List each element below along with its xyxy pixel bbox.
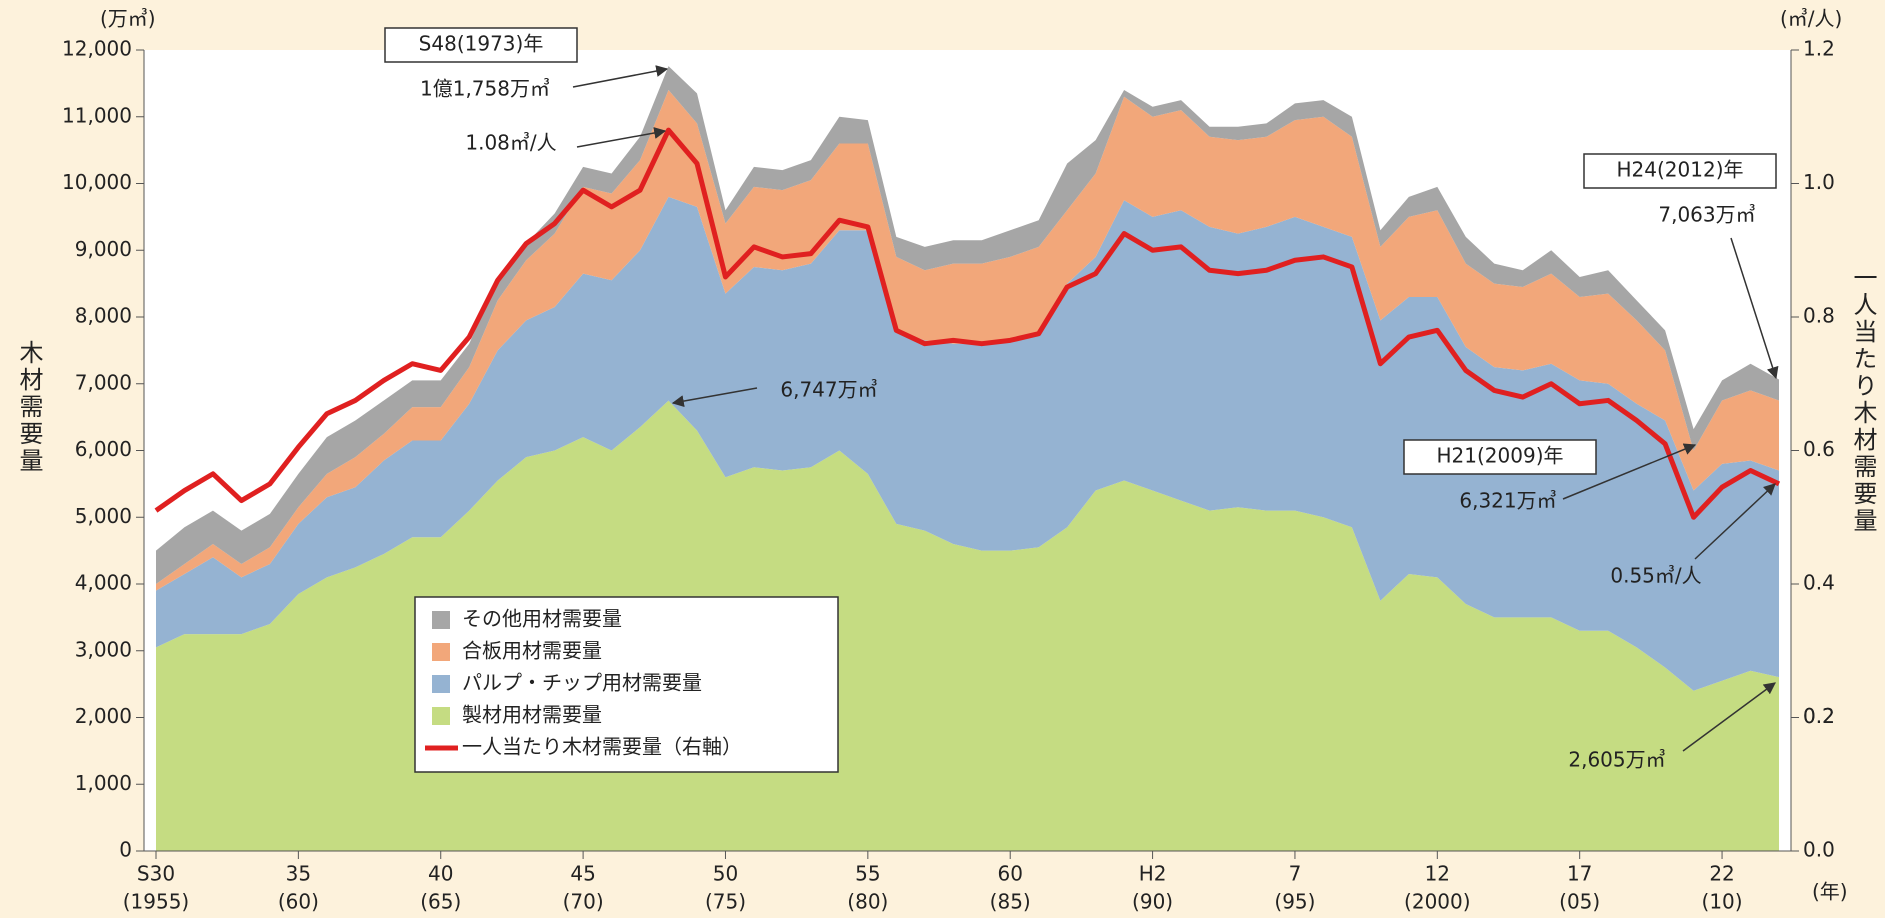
y-axis-title: 木材需要量 (15, 340, 43, 475)
annotation: H24(2012)年 (1617, 158, 1744, 182)
annotation-box (384, 27, 578, 63)
y-tick-label: 2,000 (75, 704, 132, 728)
x-tick-year: (10) (1702, 890, 1743, 914)
y-tick-label: 4,000 (75, 571, 132, 595)
x-tick-year: (95) (1274, 890, 1315, 914)
x-tick-label: 12 (1425, 862, 1450, 886)
x-tick-year: (75) (705, 890, 746, 914)
x-tick-label: 22 (1709, 862, 1734, 886)
legend-swatch (432, 611, 450, 629)
annotation-arrow (1682, 682, 1776, 752)
y-tick-label: 6,000 (75, 437, 132, 461)
y2-tick-label: 0.4 (1803, 571, 1835, 595)
x-tick-year: (60) (278, 890, 319, 914)
x-tick-label: 35 (286, 862, 311, 886)
x-tick-year: (90) (1132, 890, 1173, 914)
line (154, 127, 1781, 520)
y2-tick-label: 0.2 (1803, 704, 1835, 728)
annotation: S48(1973)年 (419, 32, 544, 56)
y2-tick-label: 0.0 (1803, 838, 1835, 862)
x-tick-year: (65) (420, 890, 461, 914)
x-tick-label: 45 (570, 862, 595, 886)
x-tick-label: H2 (1139, 862, 1167, 886)
x-unit: (年) (1812, 880, 1848, 904)
legend-swatch (432, 707, 450, 725)
y-tick-label: 5,000 (75, 504, 132, 528)
legend-swatch (432, 675, 450, 693)
annotation: 0.55㎥/人 (1610, 564, 1701, 588)
x-tick-year: (85) (990, 890, 1031, 914)
y2-tick-label: 0.8 (1803, 304, 1835, 328)
annotation-arrow (1694, 483, 1776, 560)
annotation-arrow (1730, 237, 1779, 380)
legend-label: パルプ・チップ用材需要量 (462, 671, 702, 695)
legend-label: 製材用材需要量 (462, 703, 602, 727)
y2-tick-label: 1.0 (1803, 170, 1835, 194)
area (156, 196, 1779, 691)
x-tick-label: 7 (1289, 862, 1302, 886)
y-tick-label: 0 (119, 838, 132, 862)
x-tick-year: (1955) (123, 890, 190, 914)
legend-label: その他用材需要量 (462, 607, 622, 631)
y-tick-label: 12,000 (62, 37, 132, 61)
y-tick-label: 3,000 (75, 637, 132, 661)
x-tick-label: 50 (713, 862, 738, 886)
annotation-box (1403, 439, 1597, 475)
y-tick-label: 7,000 (75, 370, 132, 394)
annotation-arrow (576, 127, 667, 148)
legend-swatch (432, 643, 450, 661)
x-tick-label: 17 (1567, 862, 1592, 886)
x-tick-label: S30 (137, 862, 175, 886)
y-tick-label: 1,000 (75, 771, 132, 795)
y2-unit: (㎥/人) (1780, 7, 1842, 31)
y-tick-label: 10,000 (62, 170, 132, 194)
x-tick-year: (80) (847, 890, 888, 914)
annotation: 2,605万㎥ (1568, 748, 1665, 772)
x-tick-label: 60 (997, 862, 1022, 886)
y-tick-label: 9,000 (75, 237, 132, 261)
area (156, 66, 1779, 584)
y2-tick-label: 0.6 (1803, 437, 1835, 461)
legend-label: 一人当たり木材需要量（右軸） (462, 735, 742, 759)
legend-label: 合板用材需要量 (462, 639, 602, 663)
x-tick-year: (70) (563, 890, 604, 914)
annotation: 7,063万㎥ (1658, 203, 1755, 227)
legend-box (414, 596, 839, 773)
x-tick-label: 55 (855, 862, 880, 886)
annotation: 6,321万㎥ (1459, 489, 1556, 513)
y-tick-label: 8,000 (75, 304, 132, 328)
y-unit: (万㎥) (100, 7, 156, 31)
x-tick-label: 40 (428, 862, 453, 886)
x-tick-year: (05) (1559, 890, 1600, 914)
annotation: 6,747万㎥ (780, 378, 877, 402)
y2-axis-title: 一人当たり木材需要量 (1849, 265, 1877, 535)
annotation-box (1583, 153, 1777, 189)
annotation-arrow (1562, 443, 1697, 500)
annotation: 1億1,758万㎥ (420, 77, 550, 101)
annotation-arrow (572, 65, 669, 88)
annotation-arrow (671, 387, 758, 408)
y2-tick-label: 1.2 (1803, 37, 1835, 61)
y-tick-label: 11,000 (62, 103, 132, 127)
x-tick-year: (2000) (1404, 890, 1471, 914)
legend: その他用材需要量合板用材需要量パルプ・チップ用材需要量製材用材需要量一人当たり木… (414, 596, 839, 773)
annotation: H21(2009)年 (1437, 444, 1564, 468)
annotation: 1.08㎥/人 (465, 131, 556, 155)
y2-tick-label: 0.2 (1803, 704, 1835, 728)
